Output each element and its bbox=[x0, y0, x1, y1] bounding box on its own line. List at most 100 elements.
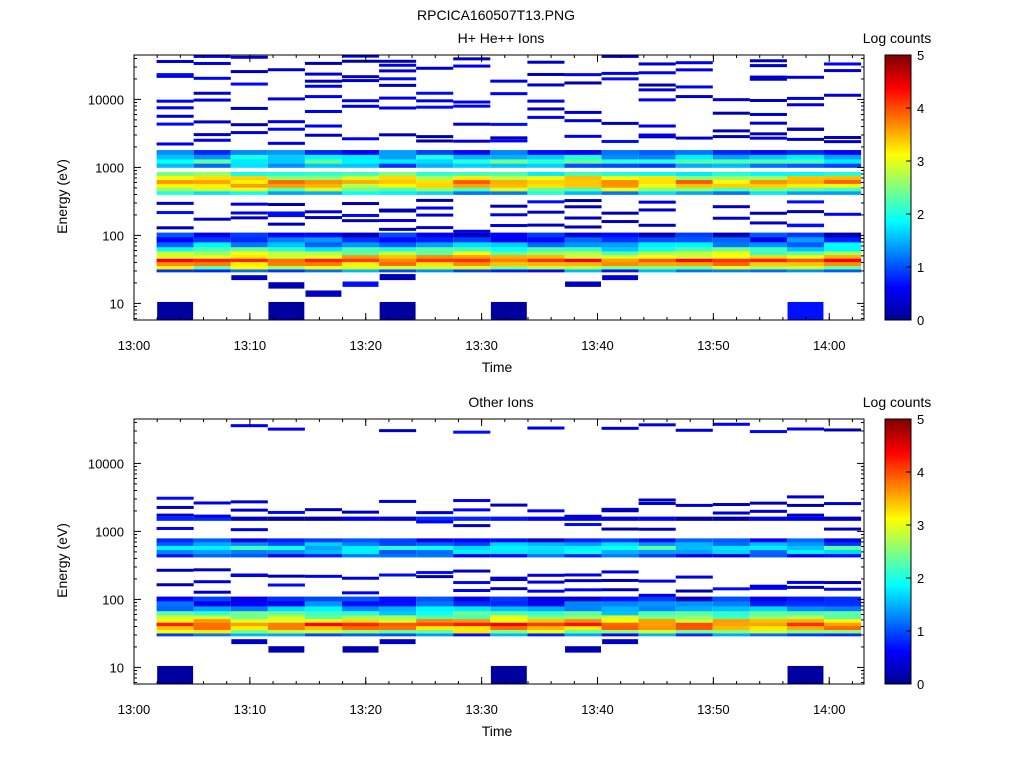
heatmap-cell bbox=[341, 75, 380, 79]
heatmap-cell bbox=[267, 211, 305, 215]
heatmap-cell bbox=[193, 232, 231, 238]
heatmap-cell bbox=[749, 150, 787, 155]
heatmap-cell bbox=[638, 614, 676, 620]
heatmap-cell bbox=[786, 538, 825, 543]
colorbar-step bbox=[885, 274, 911, 279]
heatmap-cell bbox=[638, 179, 676, 184]
heatmap-cell bbox=[453, 589, 491, 593]
heatmap-cell bbox=[824, 136, 862, 140]
heatmap-cells bbox=[156, 422, 862, 684]
heatmap-cell bbox=[564, 171, 602, 176]
heatmap-cell bbox=[341, 510, 380, 514]
heatmap-cell bbox=[156, 605, 194, 612]
colorbar-step bbox=[885, 229, 911, 234]
heatmap-cell bbox=[379, 596, 417, 602]
colorbar-step bbox=[885, 168, 911, 173]
heatmap-cell bbox=[490, 301, 527, 320]
heatmap-cell bbox=[341, 596, 380, 602]
colorbar-step bbox=[885, 190, 911, 194]
heatmap-cell bbox=[341, 549, 380, 555]
heatmap-cell bbox=[749, 158, 787, 164]
heatmap-cell bbox=[601, 553, 639, 558]
heatmap-cell bbox=[267, 553, 305, 558]
colorbar-step bbox=[885, 670, 911, 674]
heatmap-cell bbox=[379, 163, 417, 168]
heatmap-cell bbox=[527, 545, 565, 551]
heatmap-cell bbox=[786, 265, 825, 270]
heatmap-cell bbox=[527, 83, 565, 87]
colorbar-step bbox=[885, 652, 911, 656]
colorbar-step bbox=[885, 235, 911, 239]
colorbar-tick-label: 5 bbox=[917, 48, 924, 63]
colorbar-step bbox=[885, 259, 911, 263]
heatmap-cell bbox=[675, 622, 713, 627]
heatmap-cell bbox=[527, 163, 565, 168]
heatmap-cell bbox=[156, 541, 194, 546]
heatmap-cell bbox=[230, 106, 268, 110]
heatmap-cell bbox=[527, 610, 565, 616]
heatmap-cell bbox=[786, 250, 825, 256]
colorbar-step bbox=[885, 115, 911, 120]
heatmap-cell bbox=[304, 538, 342, 543]
heatmap-cell bbox=[786, 232, 825, 238]
heatmap-cell bbox=[564, 199, 602, 203]
heatmap-cell bbox=[156, 610, 194, 616]
heatmap-cell bbox=[749, 154, 787, 160]
heatmap-cell bbox=[527, 261, 565, 266]
heatmap-cell bbox=[527, 115, 565, 119]
heatmap-cell bbox=[416, 269, 454, 273]
heatmap-cell bbox=[379, 154, 417, 160]
heatmap-cell bbox=[675, 68, 713, 72]
heatmap-cell bbox=[749, 187, 787, 192]
heatmap-cell bbox=[638, 516, 676, 521]
heatmap-cell bbox=[712, 265, 750, 270]
colorbar-step bbox=[885, 583, 911, 587]
heatmap-cell bbox=[416, 553, 454, 558]
heatmap-cell bbox=[601, 570, 639, 574]
heatmap-cell bbox=[341, 54, 380, 58]
colorbar-step bbox=[885, 264, 911, 268]
heatmap-cell bbox=[712, 163, 750, 168]
heatmap-cell bbox=[712, 171, 750, 176]
y-axis-label: Energy (eV) bbox=[54, 159, 70, 234]
colorbar-step bbox=[885, 62, 911, 67]
colorbar-step bbox=[885, 567, 911, 571]
colorbar-step bbox=[885, 142, 911, 146]
heatmap-cell bbox=[193, 187, 231, 192]
heatmap-cell bbox=[193, 622, 231, 627]
x-tick-label: 13:10 bbox=[234, 702, 267, 717]
heatmap-cell bbox=[379, 538, 417, 543]
heatmap-cell bbox=[231, 275, 268, 281]
heatmap-cell bbox=[453, 175, 491, 181]
heatmap-cell bbox=[824, 250, 862, 256]
heatmap-cell bbox=[416, 614, 454, 620]
heatmap-cell bbox=[824, 633, 862, 637]
heatmap-cell bbox=[304, 605, 342, 612]
heatmap-cell bbox=[490, 545, 528, 551]
x-tick-label: 13:50 bbox=[697, 338, 730, 353]
colorbar-step bbox=[885, 293, 911, 297]
heatmap-cell bbox=[712, 553, 750, 558]
heatmap-cell bbox=[527, 232, 565, 238]
heatmap-cell bbox=[267, 158, 305, 164]
heatmap-cell bbox=[230, 154, 268, 160]
colorbar-tick-label: 1 bbox=[917, 260, 924, 275]
heatmap-cell bbox=[156, 526, 194, 530]
heatmap-cell bbox=[379, 622, 417, 627]
heatmap-cell bbox=[156, 154, 194, 160]
heatmap-cell bbox=[527, 223, 565, 227]
heatmap-cell bbox=[749, 241, 787, 248]
heatmap-cell bbox=[453, 545, 491, 551]
colorbar-step bbox=[885, 65, 911, 69]
heatmap-cell bbox=[527, 200, 565, 204]
heatmap-cell bbox=[712, 610, 750, 616]
heatmap-cell bbox=[638, 527, 676, 531]
heatmap-cell bbox=[490, 258, 528, 263]
colorbar-step bbox=[885, 421, 911, 425]
heatmap-cell bbox=[749, 600, 787, 607]
heatmap-cell bbox=[156, 236, 194, 243]
heatmap-cell bbox=[453, 269, 491, 273]
heatmap-cell bbox=[453, 625, 491, 630]
heatmap-cell bbox=[453, 158, 491, 164]
heatmap-cell bbox=[787, 665, 824, 684]
